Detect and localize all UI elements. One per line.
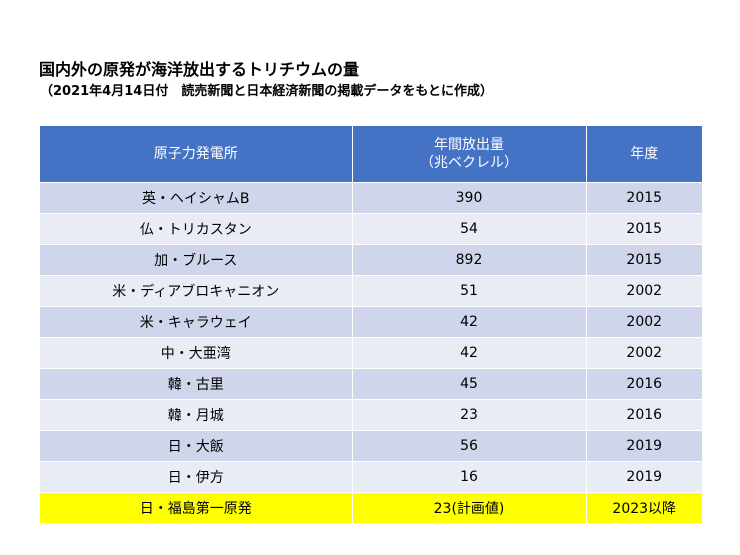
cell-year: 2019 (586, 430, 702, 462)
table-row: 日・大飯 56 2019 (40, 430, 702, 462)
table-row: 加・ブルース 892 2015 (40, 244, 702, 276)
cell-year: 2002 (586, 337, 702, 369)
cell-year: 2015 (586, 213, 702, 245)
cell-plant: 仏・トリカスタン (40, 213, 353, 245)
tritium-table: 原子力発電所 年間放出量 （兆ベクレル） 年度 英・ヘイシャムB 390 201… (40, 126, 702, 523)
cell-plant: 中・大亜湾 (40, 337, 353, 369)
cell-year: 2015 (586, 182, 702, 214)
table-row: 中・大亜湾 42 2002 (40, 337, 702, 369)
cell-amount: 23 (352, 399, 587, 431)
table-header-row: 原子力発電所 年間放出量 （兆ベクレル） 年度 (40, 126, 702, 183)
cell-year: 2015 (586, 244, 702, 276)
cell-year: 2016 (586, 399, 702, 431)
cell-plant: 韓・古里 (40, 368, 353, 400)
cell-plant: 加・ブルース (40, 244, 353, 276)
cell-plant: 米・ディアブロキャニオン (40, 275, 353, 307)
table-row-highlighted: 日・福島第一原発 23(計画値) 2023以降 (40, 492, 702, 523)
cell-plant: 日・大飯 (40, 430, 353, 462)
cell-amount: 54 (352, 213, 587, 245)
cell-plant: 英・ヘイシャムB (40, 182, 353, 214)
table-row: 韓・月城 23 2016 (40, 399, 702, 431)
cell-amount: 16 (352, 461, 587, 493)
cell-amount: 51 (352, 275, 587, 307)
cell-amount: 390 (352, 182, 587, 214)
table-row: 韓・古里 45 2016 (40, 368, 702, 400)
cell-amount: 42 (352, 337, 587, 369)
header-amount-line1: 年間放出量 (434, 137, 504, 153)
page-title: 国内外の原発が海洋放出するトリチウムの量 (39, 60, 360, 79)
cell-year: 2019 (586, 461, 702, 493)
cell-amount: 56 (352, 430, 587, 462)
cell-plant: 韓・月城 (40, 399, 353, 431)
cell-year: 2002 (586, 306, 702, 338)
table-row: 仏・トリカスタン 54 2015 (40, 213, 702, 245)
cell-plant: 日・福島第一原発 (40, 492, 353, 523)
table-row: 米・ディアブロキャニオン 51 2002 (40, 275, 702, 307)
cell-amount: 892 (352, 244, 587, 276)
header-year: 年度 (586, 126, 702, 183)
header-plant: 原子力発電所 (40, 126, 353, 183)
cell-year: 2023以降 (586, 492, 702, 523)
cell-amount: 42 (352, 306, 587, 338)
cell-year: 2016 (586, 368, 702, 400)
cell-plant: 日・伊方 (40, 461, 353, 493)
table-row: 日・伊方 16 2019 (40, 461, 702, 493)
page-subtitle: （2021年4月14日付 読売新聞と日本経済新聞の掲載データをもとに作成） (40, 84, 494, 99)
header-amount: 年間放出量 （兆ベクレル） (352, 126, 587, 183)
cell-amount: 23(計画値) (352, 492, 587, 523)
header-amount-line2: （兆ベクレル） (420, 155, 518, 171)
table-row: 米・キャラウェイ 42 2002 (40, 306, 702, 338)
cell-year: 2002 (586, 275, 702, 307)
table-row: 英・ヘイシャムB 390 2015 (40, 182, 702, 214)
cell-amount: 45 (352, 368, 587, 400)
cell-plant: 米・キャラウェイ (40, 306, 353, 338)
